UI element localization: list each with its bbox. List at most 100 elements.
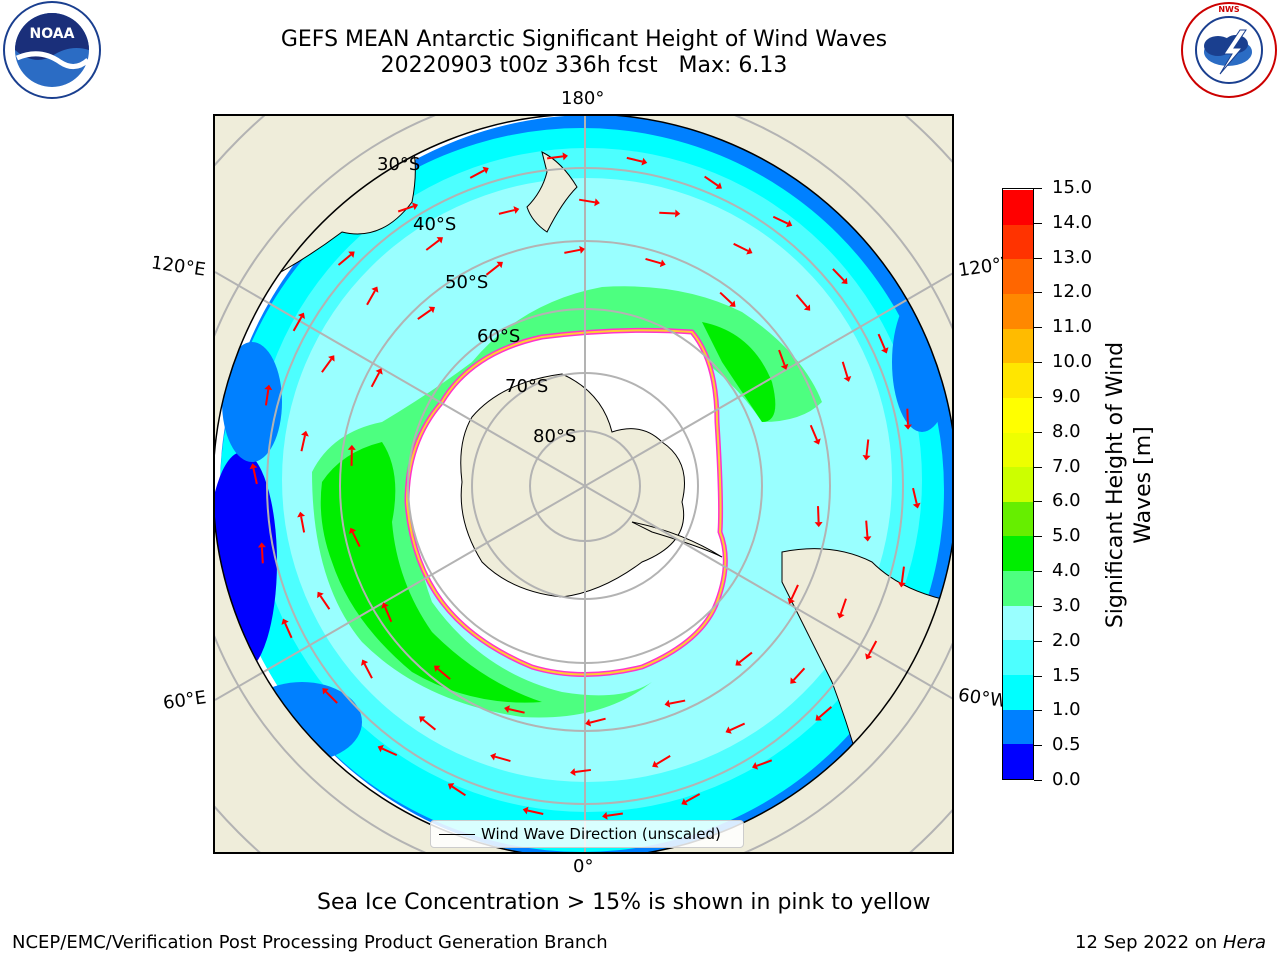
colorbar-tick-label: 6.0 bbox=[1052, 490, 1081, 512]
wave-direction-arrow bbox=[719, 291, 733, 305]
wave-direction-arrow bbox=[337, 253, 352, 266]
wave-direction-arrowhead bbox=[843, 375, 852, 382]
colorbar-segment bbox=[1003, 570, 1033, 606]
wave-direction-arrow bbox=[252, 468, 258, 485]
colorbar-tick-label: 4.0 bbox=[1052, 560, 1081, 582]
wave-direction-arrowhead bbox=[814, 521, 823, 528]
wave-direction-arrowhead bbox=[301, 430, 309, 437]
wave-direction-arrow bbox=[867, 640, 878, 656]
wave-direction-arrow bbox=[260, 547, 264, 564]
wave-direction-arrowhead bbox=[297, 511, 306, 518]
noaa-logo-text: NOAA bbox=[30, 26, 75, 42]
wave-direction-arrow bbox=[733, 242, 749, 252]
wave-direction-arrow bbox=[578, 198, 596, 204]
wave-direction-arrowhead bbox=[297, 312, 305, 319]
colorbar-segment bbox=[1003, 397, 1033, 433]
wave-direction-arrowhead bbox=[897, 581, 906, 588]
colorbar-tick bbox=[1034, 292, 1042, 294]
colorbar-segment bbox=[1003, 189, 1033, 225]
footer-date: 12 Sep 2022 on bbox=[1075, 932, 1223, 953]
wave-direction-arrow bbox=[319, 595, 331, 610]
colorbar-tick bbox=[1034, 780, 1042, 781]
lon-label-120e: 120°E bbox=[149, 252, 207, 281]
wave-direction-arrow bbox=[351, 531, 361, 547]
wave-direction-arrowhead bbox=[361, 659, 369, 666]
lat-label-80s: 80°S bbox=[533, 426, 577, 447]
colorbar-tick bbox=[1034, 710, 1042, 712]
colorbar-segment bbox=[1003, 605, 1033, 641]
wave-direction-arrow bbox=[547, 155, 564, 160]
wave-direction-arrowhead bbox=[585, 718, 592, 727]
colorbar-segment bbox=[1003, 258, 1033, 294]
wave-direction-arrowhead bbox=[863, 536, 872, 542]
legend-line-swatch bbox=[439, 834, 475, 835]
colorbar-tick-label: 10.0 bbox=[1052, 351, 1093, 373]
wave-direction-arrowhead bbox=[815, 714, 822, 721]
colorbar-tick-label: 15.0 bbox=[1052, 177, 1093, 198]
wave-direction-arrowhead bbox=[371, 286, 379, 293]
wave-direction-arrow bbox=[564, 248, 581, 254]
colorbar-title-line2: Waves [m] bbox=[1131, 426, 1156, 544]
colorbar-tick-label: 0.0 bbox=[1052, 769, 1081, 790]
wave-direction-arrow bbox=[817, 506, 820, 523]
colorbar-tick-label: 5.0 bbox=[1052, 525, 1081, 547]
wave-direction-arrowhead bbox=[780, 363, 789, 370]
wave-direction-arrow bbox=[738, 651, 753, 664]
wave-direction-arrowhead bbox=[664, 699, 671, 708]
legend-label: Wind Wave Direction (unscaled) bbox=[481, 825, 721, 843]
lon-label-60e: 60°E bbox=[161, 687, 208, 714]
wave-direction-arrow bbox=[792, 667, 806, 681]
wave-direction-arrow bbox=[508, 708, 525, 714]
wave-direction-arrowhead bbox=[641, 157, 648, 166]
wave-direction-arrowhead bbox=[328, 355, 335, 362]
wave-direction-arrowhead bbox=[729, 300, 736, 307]
colorbar bbox=[1002, 188, 1034, 780]
wave-direction-arrowhead bbox=[752, 762, 759, 770]
wave-direction-arrow bbox=[325, 690, 338, 704]
colorbar-tick-label: 12.0 bbox=[1052, 281, 1093, 303]
colorbar-title: Significant Height of Wind Waves [m] bbox=[1102, 325, 1158, 645]
wave-direction-arrowhead bbox=[257, 542, 266, 548]
wave-direction-arrowhead bbox=[412, 202, 419, 211]
wave-direction-arrowhead bbox=[841, 277, 848, 285]
wave-direction-arrow bbox=[437, 668, 451, 680]
wave-direction-arrowhead bbox=[881, 347, 889, 354]
wave-direction-arrowhead bbox=[490, 752, 497, 761]
wave-direction-arrowhead bbox=[570, 768, 576, 777]
wave-direction-arrowhead bbox=[675, 209, 681, 218]
wave-direction-arrowhead bbox=[652, 760, 659, 768]
wave-direction-arrow bbox=[912, 487, 918, 504]
colorbar-tick bbox=[1034, 501, 1042, 503]
colorbar-segment bbox=[1003, 224, 1033, 260]
wave-direction-arrow bbox=[469, 169, 485, 179]
colorbar-segment bbox=[1003, 362, 1033, 398]
wave-direction-arrow bbox=[284, 622, 293, 639]
wave-direction-arrow bbox=[756, 759, 773, 767]
wave-direction-arrowhead bbox=[725, 726, 732, 734]
wave-direction-arrowhead bbox=[447, 783, 455, 790]
sea-ice-caption: Sea Ice Concentration > 15% is shown in … bbox=[317, 890, 931, 915]
wave-direction-arrow bbox=[363, 663, 373, 679]
wave-direction-arrow bbox=[795, 294, 808, 308]
wave-direction-arrow bbox=[384, 606, 393, 623]
colorbar-segment bbox=[1003, 501, 1033, 537]
wave-direction-arrowhead bbox=[377, 744, 384, 753]
wave-direction-arrowhead bbox=[594, 198, 600, 207]
colorbar-tick bbox=[1034, 536, 1042, 538]
colorbar-tick bbox=[1034, 745, 1042, 747]
wave-direction-arrow bbox=[645, 257, 662, 265]
colorbar-tick-label: 1.0 bbox=[1052, 699, 1081, 721]
colorbar-segment bbox=[1003, 639, 1033, 676]
wave-direction-arrowhead bbox=[735, 659, 742, 666]
wave-direction-arrowhead bbox=[349, 527, 357, 534]
noaa-logo: NOAA bbox=[3, 1, 101, 99]
wave-direction-arrow bbox=[425, 239, 440, 251]
wave-direction-arrowhead bbox=[419, 716, 426, 723]
wave-direction-arrowhead bbox=[659, 259, 666, 268]
wave-direction-arrow bbox=[300, 516, 306, 533]
colorbar-segment bbox=[1003, 709, 1033, 745]
wave-direction-arrow bbox=[685, 793, 701, 803]
wave-direction-arrow bbox=[527, 809, 544, 815]
footer-machine: Hera bbox=[1222, 932, 1266, 953]
wave-direction-arrow bbox=[778, 349, 786, 366]
